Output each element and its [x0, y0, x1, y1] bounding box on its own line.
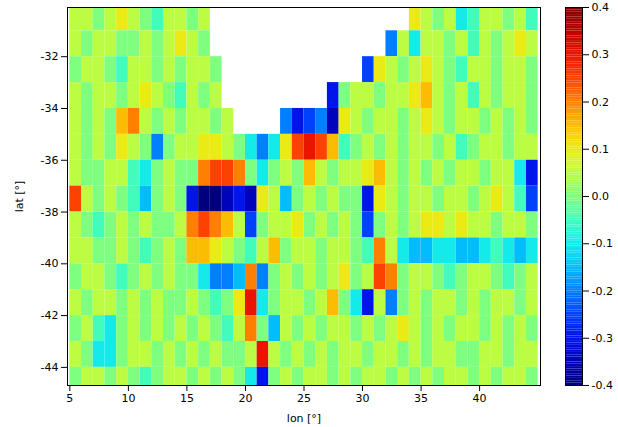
svg-text:20: 20	[238, 392, 252, 405]
svg-text:40: 40	[473, 392, 487, 405]
svg-text:-38: -38	[41, 206, 59, 219]
svg-text:-32: -32	[41, 50, 59, 63]
svg-text:-0.3: -0.3	[592, 332, 613, 345]
svg-text:lon [°]: lon [°]	[287, 412, 321, 425]
svg-text:-34: -34	[41, 102, 59, 115]
svg-text:-40: -40	[41, 257, 59, 270]
svg-text:lat [°]: lat [°]	[13, 181, 26, 213]
svg-text:0.0: 0.0	[592, 190, 610, 203]
svg-text:35: 35	[414, 392, 428, 405]
svg-text:5: 5	[66, 392, 73, 405]
svg-text:-0.2: -0.2	[592, 285, 613, 298]
svg-text:-44: -44	[41, 361, 59, 374]
svg-text:-36: -36	[41, 154, 59, 167]
svg-text:-0.4: -0.4	[592, 379, 613, 392]
svg-text:0.1: 0.1	[592, 143, 610, 156]
svg-text:0.2: 0.2	[592, 96, 610, 109]
svg-text:-42: -42	[41, 309, 59, 322]
svg-text:0.3: 0.3	[592, 48, 610, 61]
svg-text:15: 15	[180, 392, 194, 405]
svg-text:0.4: 0.4	[592, 1, 610, 14]
svg-text:25: 25	[297, 392, 311, 405]
svg-text:10: 10	[121, 392, 135, 405]
svg-text:-0.1: -0.1	[592, 237, 613, 250]
svg-text:30: 30	[356, 392, 370, 405]
